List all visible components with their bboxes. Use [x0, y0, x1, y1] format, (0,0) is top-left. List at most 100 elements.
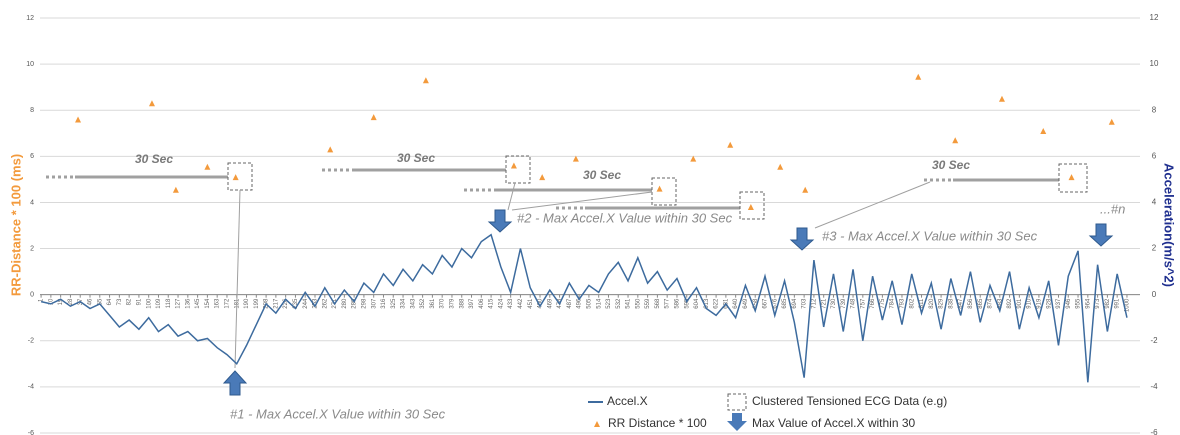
y-axis-title: RR-Distance * 100 (ms)	[8, 154, 23, 296]
x-tick-label: 937	[1056, 298, 1062, 309]
x-tick-label: 199	[254, 298, 260, 309]
x-tick-label: 46	[88, 298, 94, 305]
x-tick-label: 811	[919, 298, 925, 308]
rr-point	[777, 163, 784, 170]
x-tick-label: 541	[626, 298, 632, 309]
x-tick-label: 73	[117, 298, 123, 305]
y-tick-label: -6	[28, 430, 34, 435]
annotation: ...#n	[1100, 201, 1125, 216]
x-tick-label: 883	[997, 298, 1003, 309]
y2-tick-label: -6	[1150, 428, 1158, 435]
x-tick-label: 892	[1007, 298, 1013, 309]
x-tick-label: 100	[146, 298, 152, 309]
x-tick-label: 820	[929, 298, 935, 309]
x-tick-label: 901	[1017, 298, 1023, 309]
legend-swatch	[727, 393, 747, 411]
x-tick-label: 406	[479, 298, 485, 309]
y-tick-label: 6	[30, 153, 34, 160]
x-tick-label: 550	[635, 298, 641, 309]
x-tick-label: 532	[616, 298, 622, 309]
x-tick-label: 802	[909, 298, 915, 309]
rr-point	[952, 137, 959, 144]
x-tick-label: 469	[547, 298, 553, 309]
rr-point	[690, 155, 697, 162]
cluster-box	[1058, 163, 1088, 193]
pointer	[234, 189, 241, 369]
x-tick-label: 703	[802, 298, 808, 309]
x-tick-label: 289	[352, 298, 358, 309]
x-tick-label: 1	[39, 298, 45, 302]
x-tick-label: 307	[371, 298, 377, 309]
x-tick-label: 145	[195, 298, 201, 309]
x-tick-label: 496	[577, 298, 583, 309]
max-arrows	[222, 209, 1114, 396]
x-tick-label: 127	[176, 298, 182, 309]
x-tick-label: 595	[684, 298, 690, 309]
annotation: 30 Sec	[583, 168, 621, 182]
x-tick-label: 190	[244, 298, 250, 309]
x-tick-label: 334	[401, 298, 407, 309]
y-tick-label: 2	[30, 245, 34, 252]
y2-tick-label: -2	[1150, 336, 1158, 345]
y2-tick-label: 12	[1150, 13, 1159, 22]
x-tick-label: 613	[704, 298, 710, 309]
rr-point	[327, 146, 334, 153]
pointer	[507, 182, 516, 211]
pointer	[511, 191, 653, 211]
y-tick-label: 0	[30, 292, 34, 299]
legend-swatch	[594, 421, 600, 427]
x-tick-label: 667	[763, 298, 769, 309]
x-tick-label: 460	[538, 298, 544, 309]
x-tick-label: 64	[107, 298, 113, 305]
legend: Accel.X RR Distance * 100 Clustered Tens…	[588, 393, 947, 431]
x-tick-label: 487	[567, 298, 573, 309]
x-tick-label: 559	[645, 298, 651, 309]
rr-point	[370, 114, 377, 121]
x-tick-label: 352	[420, 298, 426, 309]
rr-point	[802, 186, 809, 193]
x-tick-label: 235	[293, 298, 299, 309]
legend-label: Accel.X	[607, 394, 648, 408]
x-tick-label: 964	[1085, 298, 1091, 309]
rr-point	[539, 174, 546, 181]
x-tick-label: 325	[391, 298, 397, 309]
x-tick-label: 379	[450, 298, 456, 309]
x-tick-label: 262	[322, 298, 328, 309]
x-tick-label: 910	[1027, 298, 1033, 309]
x-tick-label: 208	[264, 298, 270, 309]
annotation: 30 Sec	[135, 152, 173, 166]
y2-tick-label: 10	[1150, 59, 1159, 68]
x-tick-label: 28	[68, 298, 74, 305]
max-arrow	[487, 209, 513, 233]
x-tick-label: 649	[743, 298, 749, 309]
x-tick-label: 91	[136, 298, 142, 305]
x-tick-label: 847	[958, 298, 964, 309]
x-tick-label: 19	[58, 298, 64, 305]
max-arrow	[222, 370, 248, 396]
cluster-box	[739, 191, 765, 220]
x-tick-label: 442	[518, 298, 524, 309]
x-tick-label: 217	[273, 298, 279, 309]
y-tick-label: 8	[30, 107, 34, 114]
x-tick-label: 505	[586, 298, 592, 309]
x-tick-label: 244	[303, 298, 309, 309]
x-tick-label: 793	[900, 298, 906, 309]
rr-point	[915, 73, 922, 80]
x-tick-label: 640	[733, 298, 739, 309]
y2-tick-label: -4	[1150, 382, 1158, 391]
x-tick-label: 676	[772, 298, 778, 309]
x-tick-label: 82	[127, 298, 133, 305]
x-tick-label: 388	[459, 298, 465, 309]
y-tick-label: -2	[28, 338, 34, 345]
cluster-box	[227, 162, 253, 191]
x-tick-label: 415	[489, 298, 495, 309]
y2-tick-label: 0	[1152, 290, 1157, 299]
y-tick-label: -4	[28, 384, 34, 391]
x-tick-label: 928	[1046, 298, 1052, 309]
x-tick-label: 955	[1076, 298, 1082, 309]
rr-point	[1068, 174, 1075, 181]
x-tick-label: 730	[831, 298, 837, 309]
x-tick-label: 721	[821, 298, 827, 309]
rr-point	[172, 186, 179, 193]
